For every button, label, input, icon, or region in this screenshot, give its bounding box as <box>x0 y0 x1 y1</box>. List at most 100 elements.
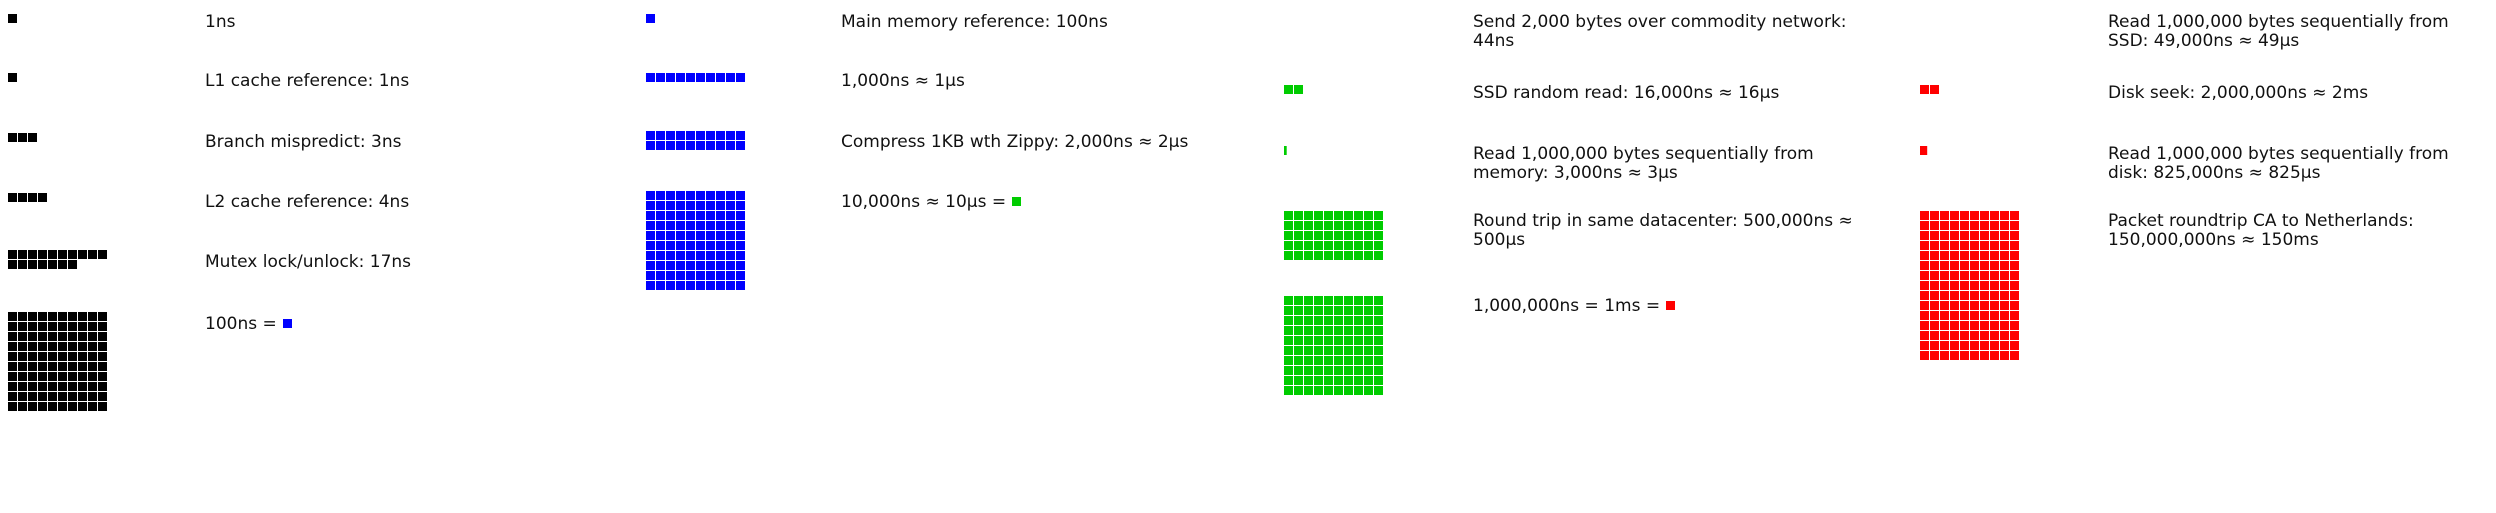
unit-square <box>1364 316 1373 325</box>
unit-square <box>2000 211 2009 220</box>
unit-square <box>716 191 725 200</box>
unit-square <box>706 141 715 150</box>
unit-square <box>98 342 107 351</box>
unit-square <box>1344 251 1353 260</box>
unit-square <box>1950 341 1959 350</box>
unit-square <box>1344 296 1353 305</box>
unit-square <box>1950 291 1959 300</box>
equals-square-icon <box>282 319 292 328</box>
unit-square <box>1980 251 1989 260</box>
unit-square <box>1334 376 1343 385</box>
unit-square <box>1990 331 1999 340</box>
unit-square <box>1304 241 1313 250</box>
unit-square <box>1334 326 1343 335</box>
unit-square <box>1344 221 1353 230</box>
unit-square <box>2010 311 2019 320</box>
column-hundred-ns: Main memory reference: 100ns 1,000ns ≈ 1… <box>638 0 1278 513</box>
unit-square <box>726 73 735 82</box>
square-grid-svg <box>646 73 745 82</box>
unit-square <box>58 372 67 381</box>
unit-square <box>1940 291 1949 300</box>
unit-square <box>2000 271 2009 280</box>
unit-square <box>676 261 685 270</box>
unit-square <box>706 201 715 210</box>
unit-square <box>1354 221 1363 230</box>
unit-square <box>1344 356 1353 365</box>
unit-square <box>1284 296 1293 305</box>
unit-square <box>28 260 37 269</box>
unit-square <box>1364 221 1373 230</box>
unit-square <box>1990 261 1999 270</box>
unit-square <box>646 231 655 240</box>
unit-square <box>1374 296 1383 305</box>
row-label: 100ns = <box>205 314 277 334</box>
unit-square <box>1374 251 1383 260</box>
unit-square <box>646 271 655 280</box>
unit-square <box>1374 231 1383 240</box>
unit-square <box>1294 306 1303 315</box>
unit-square <box>646 261 655 270</box>
unit-square <box>1980 341 1989 350</box>
unit-square <box>1354 316 1363 325</box>
unit-square <box>1920 261 1929 270</box>
unit-square <box>1920 241 1929 250</box>
unit-square <box>706 241 715 250</box>
unit-square <box>58 260 67 269</box>
square-grid <box>1920 146 2020 156</box>
unit-square <box>8 382 17 391</box>
unit-square <box>1324 346 1333 355</box>
unit-square <box>28 312 37 321</box>
row-label: Read 1,000,000 bytes sequentially from m… <box>1473 144 1814 183</box>
unit-square <box>28 332 37 341</box>
unit-square <box>1324 251 1333 260</box>
unit-square <box>696 131 705 140</box>
row-label: L1 cache reference: 1ns <box>205 71 410 91</box>
unit-square <box>686 201 695 210</box>
unit-square <box>88 382 97 391</box>
unit-square <box>1314 221 1323 230</box>
unit-square <box>1990 341 1999 350</box>
unit-square <box>2010 271 2019 280</box>
unit-square <box>2000 241 2009 250</box>
unit-square <box>1294 366 1303 375</box>
unit-square <box>48 250 57 259</box>
unit-square <box>1324 306 1333 315</box>
unit-square <box>38 312 47 321</box>
unit-square <box>696 261 705 270</box>
square-grid <box>8 193 108 203</box>
unit-square <box>1354 346 1363 355</box>
unit-square <box>1334 316 1343 325</box>
unit-square <box>1930 231 1939 240</box>
unit-square <box>48 362 57 371</box>
unit-square <box>1374 306 1383 315</box>
unit-square <box>1970 321 1979 330</box>
unit-square <box>1950 211 1959 220</box>
unit-square <box>1980 261 1989 270</box>
unit-square <box>58 402 67 411</box>
unit-square <box>1314 296 1323 305</box>
unit-square <box>68 382 77 391</box>
unit-square <box>1304 211 1313 220</box>
unit-square <box>1920 321 1929 330</box>
unit-square <box>666 211 675 220</box>
unit-square <box>656 73 665 82</box>
unit-square <box>1294 221 1303 230</box>
unit-square <box>676 141 685 150</box>
unit-square <box>88 332 97 341</box>
unit-square <box>656 261 665 270</box>
unit-square <box>706 271 715 280</box>
unit-square <box>1920 146 1928 155</box>
unit-square <box>1354 326 1363 335</box>
unit-square <box>48 312 57 321</box>
unit-square <box>2000 321 2009 330</box>
unit-square <box>2010 241 2019 250</box>
row-label: 1,000ns ≈ 1µs <box>841 71 965 91</box>
unit-square <box>1294 336 1303 345</box>
unit-square <box>88 362 97 371</box>
unit-square <box>38 260 47 269</box>
unit-square <box>706 221 715 230</box>
unit-square <box>1324 356 1333 365</box>
unit-square <box>1970 301 1979 310</box>
unit-square <box>78 352 87 361</box>
unit-square <box>1960 241 1969 250</box>
